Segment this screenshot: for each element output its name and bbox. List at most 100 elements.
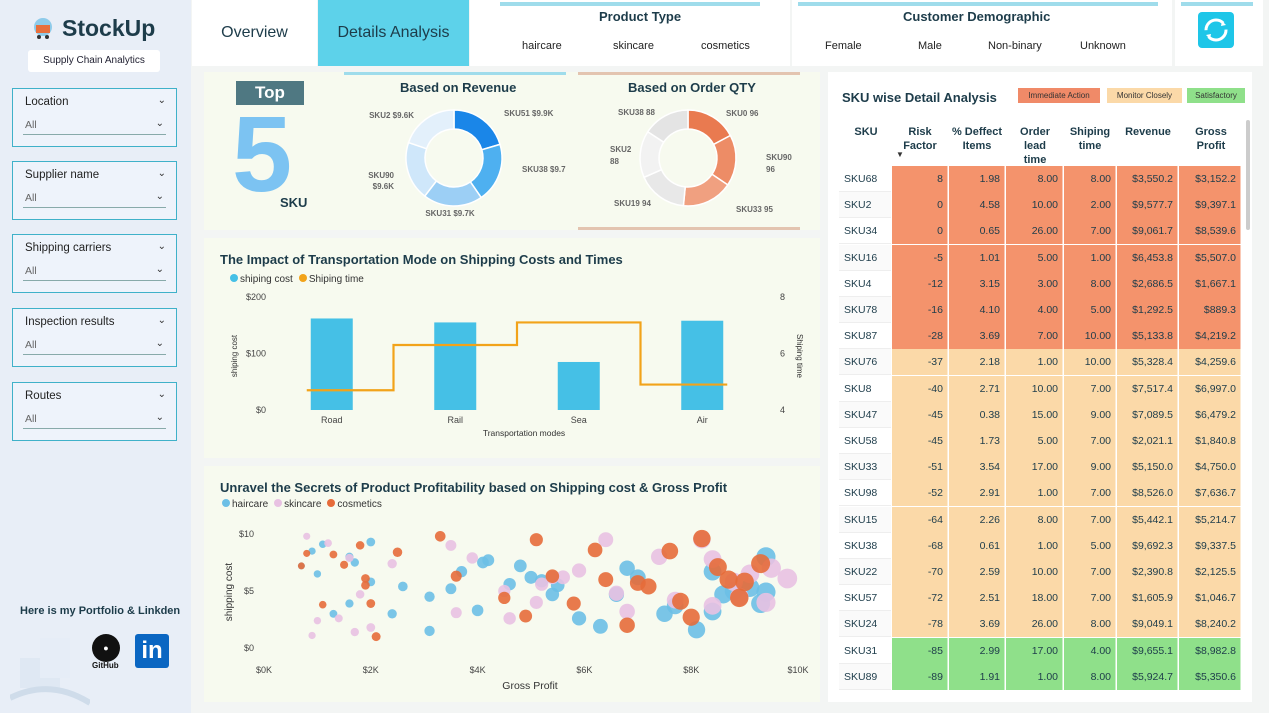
scatter-point[interactable]	[693, 529, 711, 548]
table-row[interactable]: SKU76 -37 2.18 1.00 10.00 $5,328.4 $4,259.6	[839, 349, 1243, 376]
scatter-point[interactable]	[640, 578, 657, 595]
filter-select[interactable]: All	[23, 335, 166, 355]
table-row[interactable]: SKU78 -16 4.10 4.00 5.00 $1,292.5 $889.3	[839, 297, 1243, 323]
table-row[interactable]: SKU58 -45 1.73 5.00 7.00 $2,021.1 $1,840.8	[839, 428, 1243, 454]
scatter-point[interactable]	[566, 596, 581, 611]
donut-slice[interactable]	[646, 109, 689, 144]
scatter-point[interactable]	[498, 591, 511, 604]
scatter-point[interactable]	[482, 554, 495, 567]
scatter-point[interactable]	[598, 572, 614, 588]
scatter-point[interactable]	[703, 596, 722, 615]
scatter-point[interactable]	[619, 603, 635, 620]
col-header-sku[interactable]: SKU	[854, 126, 878, 138]
scatter-point[interactable]	[466, 552, 478, 564]
col-header-defect-items[interactable]: % Deffect Items	[951, 126, 1003, 152]
scatter-point[interactable]	[366, 623, 376, 632]
sort-down-icon[interactable]: ▼	[896, 150, 904, 159]
chevron-down-icon[interactable]: ⌄	[157, 241, 166, 252]
chevron-down-icon[interactable]: ⌄	[155, 338, 164, 349]
scatter-point[interactable]	[318, 600, 327, 609]
slicer-option-non-binary[interactable]: Non-binary	[988, 40, 1042, 52]
table-row[interactable]: SKU34 0 0.65 26.00 7.00 $9,061.7 $8,539.6	[839, 218, 1243, 245]
chevron-down-icon[interactable]: ⌄	[157, 389, 166, 400]
scatter-point[interactable]	[545, 569, 560, 583]
donut-slice[interactable]	[453, 109, 501, 151]
scatter-point[interactable]	[445, 583, 457, 595]
series-line[interactable]	[306, 321, 728, 392]
filter-carriers[interactable]: Shipping carriers ⌄ All ⌄	[12, 234, 177, 293]
scatter-point[interactable]	[529, 595, 543, 609]
scatter-point[interactable]	[424, 625, 435, 637]
table-row[interactable]: SKU47 -45 0.38 15.00 9.00 $7,089.5 $6,479.2	[839, 401, 1243, 428]
scatter-point[interactable]	[598, 532, 614, 548]
table-row[interactable]: SKU24 -78 3.69 26.00 8.00 $9,049.1 $8,240.2	[839, 611, 1243, 638]
scatter-point[interactable]	[735, 572, 754, 592]
scatter-point[interactable]	[398, 581, 408, 592]
scatter-point[interactable]	[329, 550, 338, 559]
scatter-point[interactable]	[371, 632, 381, 642]
scatter-point[interactable]	[751, 554, 771, 574]
col-header-order-lead-time[interactable]: Order lead time	[1020, 126, 1050, 166]
table-row[interactable]: SKU16 -5 1.01 5.00 1.00 $6,453.8 $5,507.0	[839, 244, 1243, 271]
bar[interactable]	[681, 320, 724, 410]
tab-overview[interactable]: Overview	[192, 0, 317, 66]
scatter-point[interactable]	[297, 562, 305, 570]
table-row[interactable]: SKU33 -51 3.54 17.00 9.00 $5,150.0 $4,750.0	[839, 454, 1243, 481]
scatter-point[interactable]	[355, 541, 365, 550]
scatter-point[interactable]	[445, 539, 457, 551]
scatter-point[interactable]	[313, 616, 322, 625]
filter-routes[interactable]: Routes ⌄ All ⌄	[12, 382, 177, 441]
bar[interactable]	[434, 322, 477, 410]
scatter-point[interactable]	[519, 609, 533, 623]
scatter-point[interactable]	[730, 588, 749, 608]
scatter-point[interactable]	[324, 539, 332, 547]
github-icon[interactable]: ●	[92, 634, 120, 662]
table-row[interactable]: SKU4 -12 3.15 3.00 8.00 $2,686.5 $1,667.1	[839, 270, 1243, 297]
chevron-down-icon[interactable]: ⌄	[157, 315, 166, 326]
filter-select[interactable]: All	[23, 188, 166, 208]
scatter-point[interactable]	[571, 611, 587, 626]
scatter-point[interactable]	[608, 585, 625, 601]
scatter-point[interactable]	[756, 592, 776, 612]
filter-location[interactable]: Location ⌄ All ⌄	[12, 88, 177, 147]
table-row[interactable]: SKU31 -85 2.99 17.00 4.00 $9,655.1 $8,982.8	[839, 637, 1243, 664]
scatter-point[interactable]	[556, 570, 570, 585]
scatter-point[interactable]	[471, 604, 484, 617]
scatter-point[interactable]	[303, 532, 311, 540]
scatter-point[interactable]	[366, 599, 376, 608]
scatter-point[interactable]	[303, 549, 311, 557]
linkedin-icon[interactable]: in	[135, 634, 169, 668]
scatter-point[interactable]	[571, 563, 587, 578]
scatter-point[interactable]	[340, 560, 349, 569]
scatter-point[interactable]	[345, 553, 354, 563]
slicer-option-cosmetics[interactable]: cosmetics	[701, 40, 750, 52]
scatter-point[interactable]	[719, 570, 738, 589]
scatter-point[interactable]	[682, 608, 700, 626]
slicer-option-male[interactable]: Male	[918, 40, 942, 52]
chevron-down-icon[interactable]: ⌄	[155, 191, 164, 202]
scatter-point[interactable]	[593, 618, 608, 634]
scatter-point[interactable]	[619, 617, 635, 633]
table-row[interactable]: SKU98 -52 2.91 1.00 7.00 $8,526.0 $7,636.7	[839, 480, 1243, 507]
scatter-point[interactable]	[545, 587, 560, 602]
scatter-point[interactable]	[361, 574, 370, 583]
chevron-down-icon[interactable]: ⌄	[155, 264, 164, 275]
table-row[interactable]: SKU15 -64 2.26 8.00 7.00 $5,442.1 $5,214.7	[839, 506, 1243, 533]
table-row[interactable]: SKU38 -68 0.61 1.00 5.00 $9,692.3 $9,337.5	[839, 532, 1243, 559]
scatter-point[interactable]	[450, 607, 462, 619]
chevron-down-icon[interactable]: ⌄	[157, 168, 166, 179]
scatter-point[interactable]	[308, 631, 316, 640]
scatter-point[interactable]	[366, 537, 376, 547]
scatter-point[interactable]	[329, 609, 338, 618]
scatter-point[interactable]	[529, 533, 543, 547]
scatter-point[interactable]	[587, 542, 603, 558]
scatter-point[interactable]	[672, 592, 689, 610]
chevron-down-icon[interactable]: ⌄	[155, 412, 164, 423]
table-row[interactable]: SKU8 -40 2.71 10.00 7.00 $7,517.4 $6,997.0	[839, 375, 1243, 402]
scatter-point[interactable]	[619, 560, 635, 576]
scatter-point[interactable]	[387, 609, 397, 619]
scatter-point[interactable]	[503, 612, 516, 625]
scatter-point[interactable]	[424, 591, 435, 602]
scatter-point[interactable]	[513, 559, 527, 573]
scatter-point[interactable]	[450, 570, 462, 582]
